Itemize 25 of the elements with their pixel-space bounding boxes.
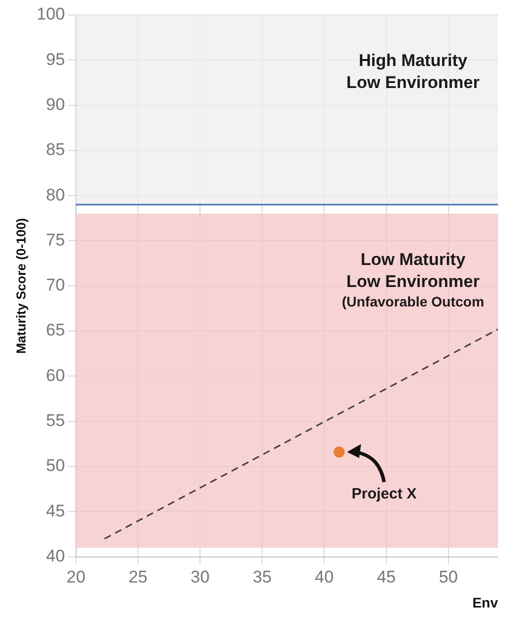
x-tick-label: 25 <box>128 568 148 587</box>
x-tick-label: 50 <box>438 568 458 587</box>
y-tick-label: 45 <box>46 501 65 520</box>
y-tick-label: 95 <box>46 50 65 69</box>
y-tick-label: 80 <box>46 185 65 204</box>
y-tick-label: 75 <box>46 230 65 250</box>
y-tick-label: 50 <box>46 456 65 476</box>
y-tick-label: 70 <box>46 276 65 295</box>
annotation: Project X <box>352 486 417 503</box>
y-tick-label: 65 <box>46 320 65 340</box>
y-tick-label: 60 <box>46 366 65 385</box>
x-tick-label: 40 <box>314 568 334 587</box>
y-tick-label: 55 <box>46 411 65 430</box>
x-tick-label: 20 <box>66 568 86 587</box>
x-tick-label: 45 <box>376 568 396 587</box>
y-axis-title: Maturity Score (0-100) <box>13 218 28 354</box>
x-axis-title: Env <box>472 594 498 610</box>
y-tick-label: 90 <box>46 94 65 114</box>
x-tick-label: 30 <box>190 568 210 587</box>
band-label: High Maturity Low Environmer <box>346 51 480 92</box>
y-tick-label: 40 <box>46 546 65 566</box>
y-tick-label: 85 <box>46 140 65 160</box>
band-label: Low Maturity Low Environmer (Unfavorable Outcom <box>342 250 484 310</box>
x-tick-label: 35 <box>252 568 272 587</box>
y-tick-label: 100 <box>36 4 65 24</box>
